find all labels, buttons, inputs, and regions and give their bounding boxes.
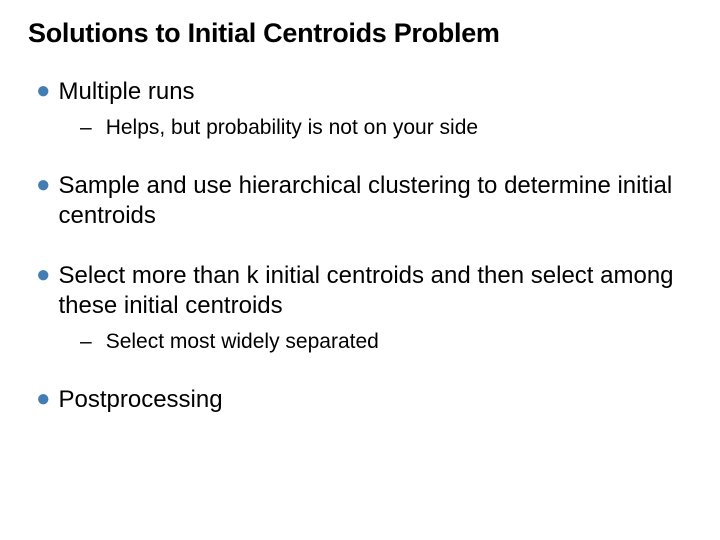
- sub-bullet-list: – Select most widely separated: [80, 329, 692, 355]
- slide-title: Solutions to Initial Centroids Problem: [28, 18, 692, 49]
- sub-bullet-item: – Select most widely separated: [80, 329, 692, 355]
- bullet-marker-icon: ●: [36, 385, 51, 413]
- sub-bullet-item: – Helps, but probability is not on your …: [80, 115, 692, 141]
- sub-bullet-text: Select most widely separated: [106, 329, 379, 355]
- bullet-text: Select more than k initial centroids and…: [59, 261, 693, 321]
- bullet-list: ● Multiple runs – Helps, but probability…: [28, 77, 692, 415]
- bullet-marker-icon: ●: [36, 261, 51, 289]
- bullet-marker-icon: ●: [36, 171, 51, 199]
- sub-bullet-list: – Helps, but probability is not on your …: [80, 115, 692, 141]
- sub-bullet-text: Helps, but probability is not on your si…: [106, 115, 478, 141]
- bullet-item: ● Postprocessing: [36, 385, 692, 415]
- bullet-text: Postprocessing: [59, 385, 223, 415]
- bullet-item: ● Sample and use hierarchical clustering…: [36, 171, 692, 231]
- bullet-text: Multiple runs: [59, 77, 195, 107]
- dash-icon: –: [80, 329, 92, 355]
- dash-icon: –: [80, 115, 92, 141]
- bullet-item: ● Multiple runs: [36, 77, 692, 107]
- bullet-text: Sample and use hierarchical clustering t…: [59, 171, 693, 231]
- bullet-marker-icon: ●: [36, 77, 51, 105]
- bullet-item: ● Select more than k initial centroids a…: [36, 261, 692, 321]
